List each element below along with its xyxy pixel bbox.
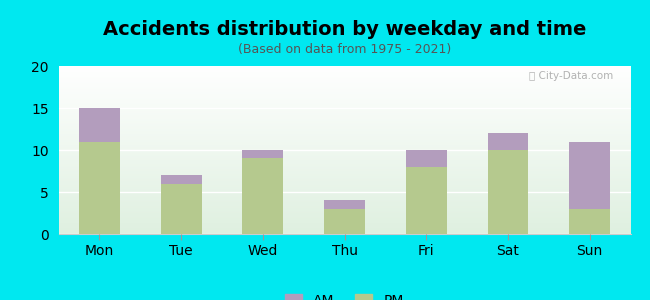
Bar	[569, 209, 610, 234]
Bar	[161, 184, 202, 234]
Title: Accidents distribution by weekday and time: Accidents distribution by weekday and ti…	[103, 20, 586, 39]
Bar	[324, 200, 365, 209]
Text: ⓘ City-Data.com: ⓘ City-Data.com	[529, 71, 614, 81]
Bar	[324, 209, 365, 234]
Bar	[569, 142, 610, 209]
Bar	[406, 167, 447, 234]
Bar	[242, 158, 283, 234]
Bar	[488, 150, 528, 234]
Bar	[79, 142, 120, 234]
Bar	[161, 175, 202, 184]
Text: (Based on data from 1975 - 2021): (Based on data from 1975 - 2021)	[238, 43, 451, 56]
Legend: AM, PM: AM, PM	[280, 288, 410, 300]
Bar	[79, 108, 120, 142]
Bar	[242, 150, 283, 158]
Bar	[406, 150, 447, 167]
Bar	[488, 133, 528, 150]
